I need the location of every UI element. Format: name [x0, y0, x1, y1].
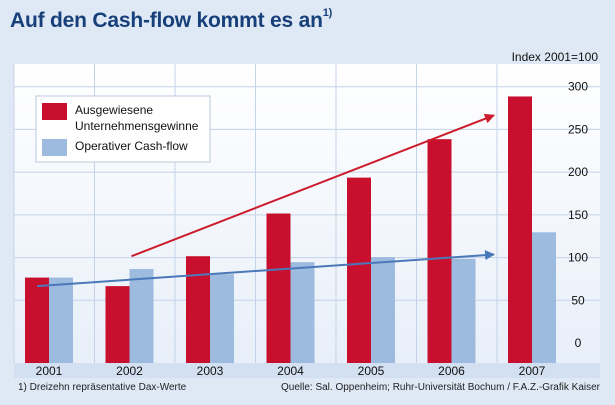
x-axis-labels: 2001 2002 2003 2004 2005 2006 2007	[36, 364, 546, 378]
x-tick-label: 2002	[116, 364, 143, 378]
bar-profit-2005	[347, 177, 371, 363]
x-tick-label: 2006	[438, 364, 465, 378]
source-note: Quelle: Sal. Oppenheim; Ruhr-Universität…	[280, 382, 600, 393]
x-axis-band	[14, 363, 600, 378]
bar-cashflow-2002	[129, 269, 154, 363]
bar-profit-2004	[266, 213, 291, 363]
legend: Ausgewiesene Unternehmensgewinne Operative…	[35, 95, 211, 163]
bar-profit-2002	[105, 286, 130, 363]
x-tick-label: 2007	[519, 364, 546, 378]
trend-arrow-profit	[131, 113, 495, 258]
x-tick-label: 2001	[36, 364, 63, 378]
bar-cashflow-2006	[451, 258, 476, 363]
x-tick-label: 2005	[358, 364, 385, 378]
chart-title: Auf den Cash-flow kommt es an1)	[10, 7, 333, 32]
bar-cashflow-2005	[371, 257, 395, 363]
legend-swatch	[42, 103, 67, 120]
y-axis-labels: 0 50 100 150 200 250 300	[568, 80, 588, 350]
bar-cashflow-2003	[210, 274, 234, 363]
trend-arrows	[36, 113, 495, 288]
legend-label: Unternehmensgewinne	[75, 119, 199, 133]
legend-label: Ausgewiesene	[75, 103, 153, 117]
legend-swatch	[42, 139, 67, 156]
x-tick-label: 2003	[197, 364, 224, 378]
trend-arrow-cashflow	[36, 250, 495, 288]
title-footnote-marker: 1)	[322, 7, 333, 19]
y-tick-label: 0	[575, 336, 582, 350]
bar-profit-2006	[427, 139, 452, 363]
y-tick-label: 150	[568, 208, 588, 222]
bar-profit-2001	[25, 277, 49, 363]
footnote: 1) Dreizehn repräsentative Dax-Werte	[18, 382, 187, 393]
y-axis-title: Index 2001=100	[512, 50, 599, 64]
y-tick-label: 50	[571, 293, 585, 307]
bar-cashflow-2004	[290, 262, 315, 363]
bar-profit-2007	[508, 96, 532, 363]
bars	[25, 96, 556, 363]
y-tick-label: 300	[568, 80, 588, 94]
bar-cashflow-2007	[532, 232, 556, 363]
y-tick-label: 250	[568, 122, 588, 136]
bar-cashflow-2001	[49, 277, 73, 363]
y-tick-label: 200	[568, 165, 588, 179]
x-tick-label: 2004	[277, 364, 304, 378]
y-tick-label: 100	[568, 251, 588, 265]
bar-profit-2003	[186, 256, 210, 363]
legend-label: Operativer Cash-flow	[75, 139, 188, 153]
